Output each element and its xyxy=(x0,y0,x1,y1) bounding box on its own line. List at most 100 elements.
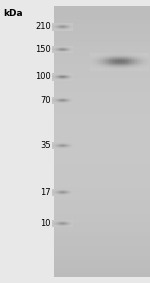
Bar xyxy=(147,59,148,60)
Bar xyxy=(97,59,99,60)
Bar xyxy=(108,68,109,69)
Bar xyxy=(108,62,109,63)
Bar xyxy=(138,60,140,61)
Bar xyxy=(115,53,116,54)
Bar xyxy=(134,69,135,70)
Bar xyxy=(105,64,106,65)
Bar xyxy=(93,59,94,60)
Bar xyxy=(147,70,148,71)
Bar xyxy=(125,55,127,56)
Bar xyxy=(103,65,105,66)
Bar xyxy=(125,65,127,66)
Bar xyxy=(138,69,140,70)
Bar xyxy=(110,63,112,64)
Bar xyxy=(135,66,137,67)
Bar xyxy=(137,59,138,60)
Bar xyxy=(92,56,93,57)
Bar xyxy=(113,70,115,71)
Bar xyxy=(138,61,140,62)
Bar xyxy=(108,53,109,54)
Bar xyxy=(112,62,113,63)
Bar xyxy=(135,56,137,57)
Bar xyxy=(137,62,138,63)
Bar xyxy=(147,57,148,58)
Bar xyxy=(129,55,131,56)
Bar xyxy=(113,53,115,54)
Bar xyxy=(99,63,100,64)
Bar xyxy=(116,60,118,61)
Bar xyxy=(102,53,103,54)
Bar xyxy=(54,119,150,123)
Bar xyxy=(138,62,140,63)
Bar xyxy=(140,67,141,68)
Bar xyxy=(147,54,148,55)
Bar xyxy=(99,57,100,58)
Bar xyxy=(134,66,135,67)
Bar xyxy=(109,60,111,61)
Bar xyxy=(134,53,135,54)
Bar xyxy=(99,70,100,71)
Bar xyxy=(129,63,131,64)
Bar xyxy=(124,64,125,65)
Bar xyxy=(121,57,122,58)
Bar xyxy=(54,78,150,83)
Bar xyxy=(135,70,137,71)
Bar xyxy=(140,55,141,56)
Bar xyxy=(112,70,113,71)
Bar xyxy=(113,66,115,67)
Bar xyxy=(97,63,99,64)
Bar xyxy=(147,55,148,56)
Bar xyxy=(97,56,99,57)
Bar xyxy=(92,61,93,62)
Bar xyxy=(143,63,144,64)
Bar xyxy=(94,70,96,71)
Bar xyxy=(99,59,100,60)
Bar xyxy=(134,64,135,65)
Bar xyxy=(105,67,106,68)
Bar xyxy=(144,66,146,67)
Bar xyxy=(90,64,92,65)
Bar xyxy=(110,53,112,54)
Bar xyxy=(54,69,150,74)
Bar xyxy=(102,56,103,57)
Bar xyxy=(109,68,111,69)
Bar xyxy=(115,66,116,67)
Bar xyxy=(140,70,141,71)
Bar xyxy=(137,53,138,54)
Bar xyxy=(138,55,140,56)
Bar xyxy=(108,66,109,67)
Bar xyxy=(103,69,105,70)
Bar xyxy=(122,69,124,70)
Bar xyxy=(118,60,119,61)
Bar xyxy=(137,55,138,56)
Bar xyxy=(54,10,150,15)
Bar xyxy=(94,59,96,60)
Bar xyxy=(90,67,92,68)
Bar xyxy=(102,58,103,59)
Bar xyxy=(118,65,119,66)
Bar xyxy=(102,64,103,65)
Bar xyxy=(94,64,96,65)
Bar xyxy=(54,214,150,218)
Bar xyxy=(134,70,135,71)
Bar xyxy=(110,64,112,65)
Bar xyxy=(99,67,100,68)
Bar xyxy=(121,64,122,65)
Bar xyxy=(93,56,94,57)
Bar xyxy=(116,61,118,62)
Bar xyxy=(147,62,148,63)
Bar xyxy=(121,66,122,67)
Bar xyxy=(128,57,129,58)
Bar xyxy=(93,64,94,65)
Bar xyxy=(94,54,96,55)
Bar xyxy=(141,61,143,62)
Bar xyxy=(131,61,132,62)
Bar xyxy=(127,64,128,65)
Bar xyxy=(54,237,150,241)
Bar xyxy=(137,64,138,65)
Bar xyxy=(115,65,116,66)
Bar xyxy=(140,60,141,61)
Bar xyxy=(113,62,115,63)
Bar xyxy=(125,70,127,71)
Bar xyxy=(116,57,118,58)
